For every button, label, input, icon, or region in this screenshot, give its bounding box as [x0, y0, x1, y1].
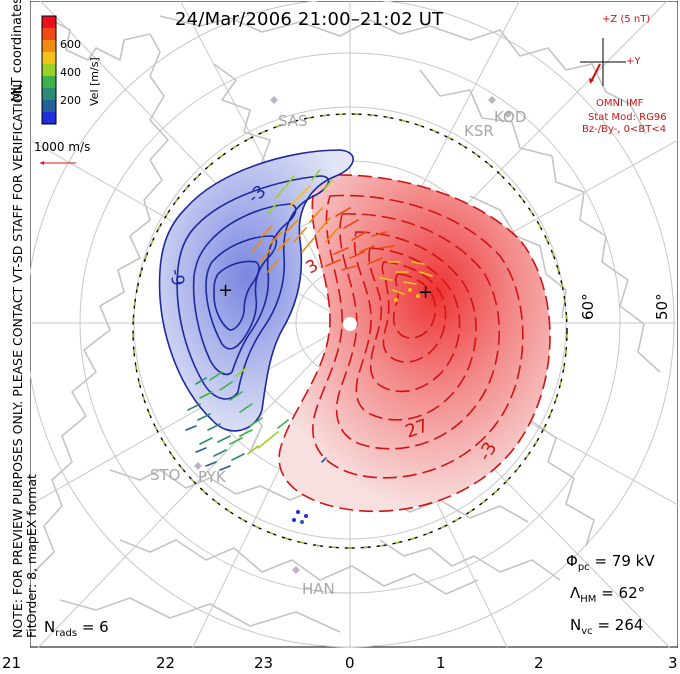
imf-y-label: +Y: [626, 56, 641, 67]
station-label-kod: KOD: [494, 108, 526, 126]
mlt-tick-21: 21: [2, 654, 22, 672]
nvc-subscript: vc: [581, 626, 593, 637]
contour-label-neg9: -9: [165, 267, 188, 287]
colorbar-tick-600: 600: [60, 38, 81, 51]
colorbar: 600 400 200 Vel [m/s]: [41, 15, 101, 125]
colorbar-tick-200: 200: [60, 94, 81, 107]
colorbar-label: Vel [m/s]: [88, 57, 101, 106]
lambda-hm-stat: ΛHM = 62°: [570, 584, 645, 605]
imf-source-label: OMNI IMF: [596, 98, 644, 109]
contour-label-3: 3: [303, 256, 322, 279]
mlt-tick-2: 2: [534, 654, 544, 672]
station-label-han: HAN: [302, 580, 335, 598]
nrads-stat: Nrads = 6: [44, 618, 109, 639]
scale-label: 1000 m/s: [34, 140, 91, 154]
phi-symbol: Φ: [566, 552, 578, 570]
fit-order-note: FitOrder: 8, mapEX format: [24, 474, 39, 638]
velocity-dots: [292, 288, 420, 524]
lat-label-60: 60°: [579, 293, 597, 320]
mlt-tick-1: 1: [436, 654, 446, 672]
station-markers: [194, 96, 512, 574]
colorbar-tick-400: 400: [60, 66, 81, 79]
mlt-tick-3: 3: [668, 654, 678, 672]
velocity-vectors: [185, 169, 433, 471]
imf-dial: [580, 38, 626, 86]
negative-potential-cell: [158, 149, 354, 432]
mlt-tick-0: 0: [345, 654, 355, 672]
nrads-subscript: rads: [55, 628, 78, 639]
preview-note: NOTE: FOR PREVIEW PURPOSES ONLY. PLEASE …: [10, 80, 25, 638]
max-marker: +: [418, 282, 433, 303]
lambda-value: = 62°: [601, 584, 646, 602]
phi-pc-stat: Φpc = 79 kV: [566, 552, 655, 573]
mlt-tick-22: 22: [156, 654, 176, 672]
min-marker: +: [218, 280, 233, 301]
nvc-value: = 264: [597, 616, 644, 634]
nvc-symbol: N: [570, 616, 582, 634]
station-label-sto: STO: [150, 466, 181, 484]
station-label-pyk: PYK: [198, 468, 227, 486]
heppner-maynard-boundary: [132, 113, 568, 549]
nrads-symbol: N: [44, 618, 56, 636]
lambda-subscript: HM: [580, 594, 597, 605]
phi-subscript: pc: [577, 562, 590, 573]
station-label-sas: SAS: [278, 112, 308, 130]
imf-z-label: +Z (5 nT): [602, 14, 651, 25]
plot-title: 24/Mar/2006 21:00–21:02 UT: [175, 9, 444, 30]
station-label-ksr: KSR: [464, 122, 494, 140]
lat-label-50: 50°: [653, 293, 671, 320]
pole-marker: [343, 317, 357, 331]
imf-condition-label: Bz-/By-, 0<BT<4: [582, 124, 667, 135]
nrads-value: = 6: [81, 618, 109, 636]
nvc-stat: Nvc = 264: [570, 616, 643, 637]
lambda-symbol: Λ: [570, 584, 581, 602]
phi-value: = 79 kV: [594, 552, 655, 570]
positive-potential-cell: [278, 174, 551, 513]
imf-model-label: Stat Mod: RG96: [588, 112, 667, 123]
scale-arrow: [40, 161, 76, 165]
mlt-tick-23: 23: [254, 654, 274, 672]
